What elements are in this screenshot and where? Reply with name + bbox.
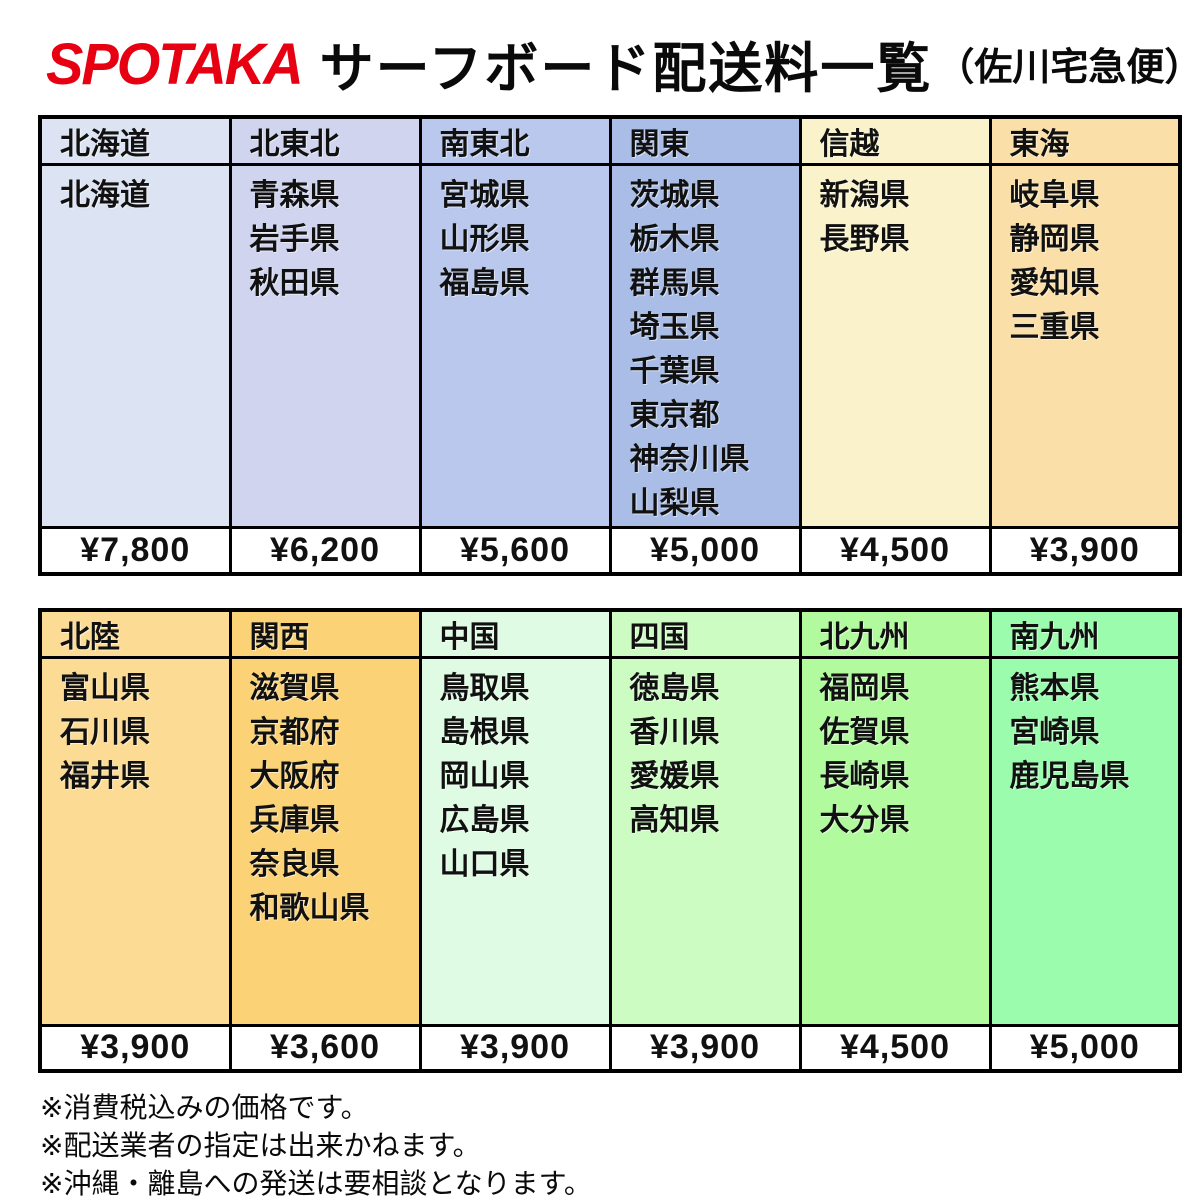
region-header-hokkaido: 北海道: [38, 115, 232, 166]
prefecture-name: 熊本県: [1009, 671, 1100, 705]
prefecture-name: 奈良県: [249, 847, 340, 881]
prefecture-list-hokuriku: 富山県 石川県 福井県: [38, 655, 232, 1027]
prefecture-name: 神奈川県: [629, 443, 750, 476]
prefecture-name: 山形県: [439, 223, 530, 256]
prefecture-name: 滋賀県: [249, 671, 340, 705]
prefecture-list-tokai: 岐阜県静岡県愛知県三重県: [988, 163, 1182, 529]
prefecture-list-kitatohoku: 青森県 岩手県 秋田県: [228, 163, 422, 529]
region-header-kitatohoku: 北東北: [228, 115, 422, 166]
prefecture-name: 東京都: [629, 399, 720, 432]
region-header-kitakyushu: 北九州: [798, 608, 992, 659]
prefecture-name: 大分県: [819, 803, 910, 837]
region-header-minamikyushu: 南九州: [988, 608, 1182, 659]
prefecture-name: 岩手県: [249, 223, 340, 256]
prefecture-name: 島根県: [439, 715, 530, 749]
prefecture-name: 京都府: [249, 715, 340, 749]
price-minamikyushu: ¥5,000: [988, 1023, 1182, 1073]
page-header: SPOTAKA サーフボード配送料一覧 （佐川宅急便）: [0, 0, 1200, 103]
prefecture-list-kitakyushu: 福岡県佐賀県長崎県大分県: [798, 655, 992, 1027]
prefecture-name: 徳島県: [629, 671, 720, 705]
price-tokai: ¥3,900: [988, 526, 1182, 575]
spotaka-logo: SPOTAKA: [46, 30, 304, 97]
prefecture-name: 北海道: [60, 179, 150, 212]
prefecture-name: 秋田県: [249, 267, 340, 300]
prefecture-name: 鳥取県: [439, 671, 530, 705]
price-hokuriku: ¥3,900: [38, 1023, 232, 1073]
prefecture-name: 栃木県: [629, 223, 720, 256]
shipping-table-east: 北海道 北東北 南東北 関東 信越 東海 北海道 青森県岩手県秋田県 宮城県山形…: [38, 115, 1182, 576]
price-kitakyushu: ¥4,500: [798, 1023, 992, 1073]
prefecture-name: 大阪府: [249, 759, 340, 793]
prefecture-name: 高知県: [629, 803, 720, 837]
prefecture-name: 埼玉県: [629, 311, 720, 344]
prefecture-name: 岡山県: [439, 759, 530, 793]
prefecture-name: 佐賀県: [819, 715, 910, 749]
prefecture-list-minamikyushu: 熊本県宮崎県鹿児島県: [988, 655, 1182, 1027]
prefecture-name: 広島県: [439, 803, 530, 837]
prefecture-name: 岐阜県: [1009, 179, 1100, 212]
prefecture-list-chugoku: 鳥取県島根県岡山県広島県山口県: [418, 655, 612, 1027]
price-row: ¥7,800 ¥6,200 ¥5,600 ¥5,000 ¥4,500 ¥3,90…: [38, 526, 1182, 575]
region-header-row: 北海道 北東北 南東北 関東 信越 東海: [38, 115, 1182, 166]
region-header-hokuriku: 北陸: [38, 608, 232, 659]
region-header-shikoku: 四国: [608, 608, 802, 659]
price-kitatohoku: ¥6,200: [228, 526, 422, 575]
prefecture-name: 愛媛県: [629, 759, 720, 793]
price-row: ¥3,900 ¥3,600 ¥3,900 ¥3,900 ¥4,500 ¥5,00…: [38, 1023, 1182, 1073]
prefecture-name: 青森県: [249, 179, 340, 212]
prefecture-name: 茨城県: [629, 179, 720, 212]
page-title: サーフボード配送料一覧: [319, 39, 933, 99]
footnotes: ※消費税込みの価格です。 ※配送業者の指定は出来かねます。 ※沖縄・離島への発送…: [40, 1089, 1200, 1203]
region-header-row: 北陸 関西 中国 四国 北九州 南九州: [38, 608, 1182, 659]
prefecture-name: 石川県: [60, 715, 150, 749]
region-header-minamitohoku: 南東北: [418, 115, 612, 166]
prefecture-name: 山梨県: [629, 487, 720, 520]
prefecture-name: 三重県: [1009, 311, 1100, 344]
price-hokkaido: ¥7,800: [38, 526, 232, 575]
prefecture-name: 長野県: [819, 223, 910, 256]
prefecture-name: 富山県: [60, 671, 150, 705]
price-shikoku: ¥3,900: [608, 1023, 802, 1073]
prefecture-list-kanto: 茨城県栃木県群馬県埼玉県千葉県東京都神奈川県山梨県: [608, 163, 802, 529]
prefecture-name: 香川県: [629, 715, 720, 749]
prefecture-list-hokkaido: 北海道: [38, 163, 232, 529]
prefecture-name: 群馬県: [629, 267, 720, 300]
prefecture-list-kansai: 滋賀県京都府大阪府兵庫県奈良県和歌山県: [228, 655, 422, 1027]
prefecture-name: 長崎県: [819, 759, 910, 793]
price-minamitohoku: ¥5,600: [418, 526, 612, 575]
region-header-kansai: 関西: [228, 608, 422, 659]
price-shinetsu: ¥4,500: [798, 526, 992, 575]
prefecture-row: 北海道 青森県岩手県秋田県 宮城県山形県福島県 茨城県栃木県群馬県埼玉県千葉県東…: [38, 163, 1182, 529]
prefecture-name: 宮城県: [439, 179, 530, 212]
price-chugoku: ¥3,900: [418, 1023, 612, 1073]
prefecture-name: 宮崎県: [1009, 715, 1100, 749]
prefecture-list-shikoku: 徳島県香川県愛媛県高知県: [608, 655, 802, 1027]
prefecture-name: 静岡県: [1009, 223, 1100, 256]
prefecture-name: 新潟県: [819, 179, 910, 212]
note-okinawa: ※沖縄・離島への発送は要相談となります。: [40, 1168, 592, 1199]
region-header-kanto: 関東: [608, 115, 802, 166]
prefecture-name: 千葉県: [629, 355, 720, 388]
region-header-chugoku: 中国: [418, 608, 612, 659]
prefecture-name: 鹿児島県: [1009, 759, 1130, 793]
shipping-table-west: 北陸 関西 中国 四国 北九州 南九州 富山県石川県福井県 滋賀県京都府大阪府兵…: [38, 607, 1182, 1073]
region-header-tokai: 東海: [988, 115, 1182, 166]
page-subtitle: （佐川宅急便）: [936, 47, 1200, 89]
price-kanto: ¥5,000: [608, 526, 802, 575]
note-tax: ※消費税込みの価格です。: [40, 1092, 369, 1123]
price-kansai: ¥3,600: [228, 1023, 422, 1073]
prefecture-name: 福井県: [60, 759, 150, 793]
prefecture-list-minamitohoku: 宮城県 山形県 福島県: [418, 163, 612, 529]
prefecture-name: 福島県: [439, 267, 530, 300]
prefecture-name: 兵庫県: [249, 803, 340, 837]
prefecture-name: 和歌山県: [249, 891, 370, 925]
prefecture-list-shinetsu: 新潟県 長野県: [798, 163, 992, 529]
region-header-shinetsu: 信越: [798, 115, 992, 166]
prefecture-name: 福岡県: [819, 671, 910, 705]
note-carrier: ※配送業者の指定は出来かねます。: [40, 1130, 481, 1161]
prefecture-name: 愛知県: [1009, 267, 1100, 300]
prefecture-row: 富山県石川県福井県 滋賀県京都府大阪府兵庫県奈良県和歌山県 鳥取県島根県岡山県広…: [38, 655, 1182, 1027]
prefecture-name: 山口県: [439, 847, 530, 881]
